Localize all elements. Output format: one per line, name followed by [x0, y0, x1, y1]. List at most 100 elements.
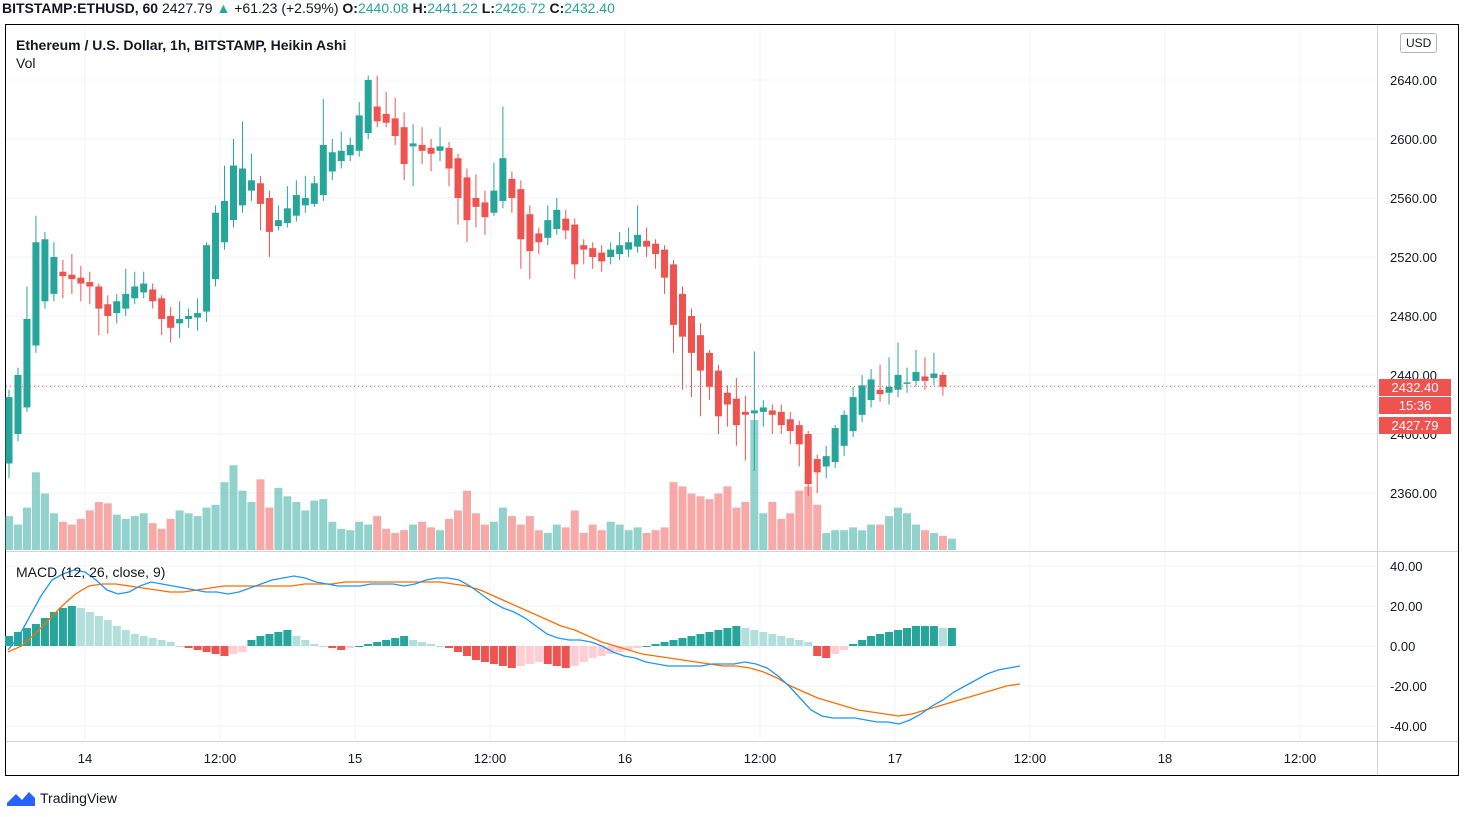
price-tick-label: 2640.00	[1390, 73, 1437, 88]
candle-body	[238, 168, 246, 206]
volume-bar	[328, 521, 337, 550]
volume-bar	[346, 530, 355, 550]
macd-line	[7, 569, 1021, 725]
price-change: +61.23 (+2.59%)	[234, 0, 339, 16]
time-tick-label: 17	[888, 751, 902, 766]
candle-body	[391, 118, 399, 137]
volume-bar	[76, 518, 85, 550]
macd-histogram-bar	[795, 640, 804, 646]
candle-body	[876, 389, 884, 395]
macd-histogram-bar	[211, 646, 220, 654]
macd-histogram-bar	[750, 630, 759, 646]
candle-body	[652, 243, 660, 255]
macd-histogram-bar	[543, 646, 552, 664]
candle-body	[203, 245, 211, 312]
time-tick-label: 16	[618, 751, 632, 766]
macd-histogram-bar	[597, 646, 606, 656]
volume-bar	[31, 472, 40, 550]
candle-body	[670, 264, 678, 325]
macd-histogram-bar	[696, 634, 705, 646]
volume-bar	[157, 528, 166, 550]
candle-body	[409, 143, 417, 147]
volume-bar	[938, 535, 947, 550]
candle-body	[472, 198, 480, 207]
macd-histogram-bar	[418, 642, 427, 646]
candle-body	[804, 434, 812, 485]
macd-histogram-bar	[831, 646, 840, 654]
volume-bar	[669, 482, 678, 550]
volume-bar	[112, 514, 121, 550]
candle-body	[68, 274, 76, 280]
volume-bar	[822, 533, 831, 550]
time-tick-label: 12:00	[474, 751, 507, 766]
macd-histogram-bar	[67, 606, 76, 646]
volume-bar	[741, 501, 750, 550]
macd-histogram-bar	[525, 646, 534, 664]
time-tick-label: 14	[78, 751, 92, 766]
volume-bar	[633, 527, 642, 550]
macd-histogram-bar	[112, 626, 121, 646]
last-price-tag: 2427.79	[1379, 417, 1451, 434]
candle-body	[759, 407, 767, 412]
candle-body	[562, 218, 570, 231]
candle-body	[337, 150, 345, 162]
macd-histogram-bar	[256, 636, 265, 646]
candle-body	[822, 456, 830, 467]
symbol-header: BITSTAMP:ETHUSD, 60 2427.79 ▲ +61.23 (+2…	[2, 0, 615, 18]
volume-bar	[5, 516, 13, 550]
macd-histogram-bar	[462, 646, 471, 656]
candle-body	[903, 382, 911, 384]
volume-bar	[364, 524, 373, 550]
volume-bar	[67, 524, 76, 550]
candle-body	[463, 177, 471, 221]
candle-body	[831, 428, 839, 463]
tradingview-logo[interactable]: TradingView	[6, 789, 117, 807]
macd-histogram-bar	[139, 636, 148, 646]
volume-bar	[813, 504, 822, 550]
macd-histogram-bar	[238, 646, 247, 652]
candle-body	[221, 200, 229, 243]
candle-body	[445, 147, 453, 169]
candle-body	[436, 146, 444, 151]
time-tick-label: 12:00	[744, 751, 777, 766]
volume-bar	[310, 500, 319, 550]
candle-body	[247, 180, 255, 191]
price-tick-label: 2520.00	[1390, 250, 1437, 265]
macd-histogram-bar	[175, 646, 184, 647]
macd-histogram-bar	[813, 646, 822, 656]
candle-body	[310, 183, 318, 204]
volume-bar	[947, 538, 956, 550]
high-value: 2441.22	[427, 0, 478, 16]
macd-histogram-bar	[570, 646, 579, 666]
candle-body	[86, 282, 94, 287]
macd-histogram-bar	[85, 612, 94, 646]
volume-bar	[355, 521, 364, 550]
macd-histogram-bar	[382, 640, 391, 646]
volume-bar	[247, 501, 256, 550]
macd-histogram-bar	[849, 644, 858, 646]
candle-body	[319, 144, 327, 196]
time-tick-label: 18	[1158, 751, 1172, 766]
candle-body	[661, 249, 669, 278]
macd-histogram-bar	[911, 626, 920, 646]
macd-histogram-bar	[229, 646, 238, 654]
candle-body	[481, 202, 489, 218]
close-label: C:	[549, 0, 565, 16]
macd-histogram-bar	[166, 642, 175, 646]
macd-histogram-bar	[391, 638, 400, 646]
candle-body	[140, 283, 148, 293]
currency-button[interactable]: USD	[1400, 33, 1438, 53]
candle-body	[930, 373, 938, 378]
candle-body	[768, 410, 776, 415]
macd-histogram-bar	[885, 632, 894, 646]
candle-body	[23, 318, 31, 408]
candle-body	[32, 242, 40, 346]
volume-bar	[507, 516, 516, 550]
volume-bar	[301, 510, 310, 550]
macd-histogram-bar	[903, 628, 911, 646]
candle-body	[885, 386, 893, 393]
macd-histogram-bar	[507, 646, 516, 668]
volume-bar	[723, 486, 732, 550]
volume-bar	[480, 524, 489, 550]
